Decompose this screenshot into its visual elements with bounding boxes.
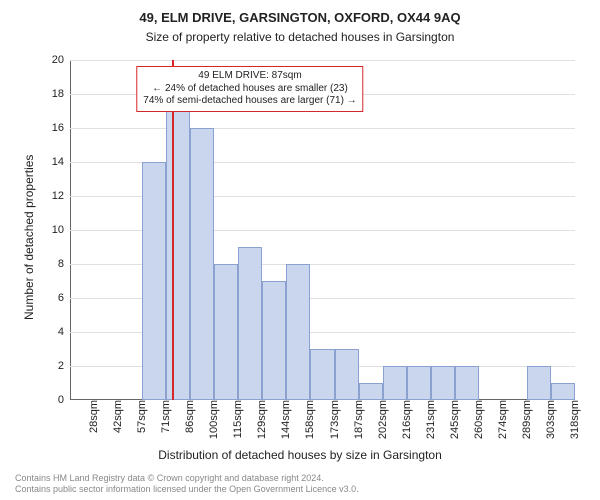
x-tick-label: 245sqm bbox=[443, 400, 461, 439]
x-tick-label: 42sqm bbox=[106, 400, 124, 433]
x-tick-label: 202sqm bbox=[371, 400, 389, 439]
x-tick-label: 187sqm bbox=[347, 400, 365, 439]
x-tick-label: 274sqm bbox=[491, 400, 509, 439]
reference-annotation: 49 ELM DRIVE: 87sqm ← 24% of detached ho… bbox=[136, 66, 363, 112]
histogram-bar bbox=[214, 264, 238, 400]
histogram-bar bbox=[407, 366, 431, 400]
y-tick-label: 2 bbox=[58, 360, 70, 372]
x-tick-label: 115sqm bbox=[226, 400, 244, 438]
histogram-bar bbox=[431, 366, 455, 400]
x-tick-label: 158sqm bbox=[298, 400, 316, 439]
y-tick-label: 0 bbox=[58, 394, 70, 406]
histogram-bar bbox=[359, 383, 383, 400]
y-tick-label: 4 bbox=[58, 326, 70, 338]
x-tick-label: 318sqm bbox=[563, 400, 581, 439]
annotation-line-3: 74% of semi-detached houses are larger (… bbox=[143, 95, 356, 108]
annotation-line-2: ← 24% of detached houses are smaller (23… bbox=[143, 83, 356, 96]
x-tick-label: 100sqm bbox=[202, 400, 220, 439]
histogram-bar bbox=[166, 94, 190, 400]
y-axis-label: Number of detached properties bbox=[22, 155, 36, 320]
y-tick-label: 20 bbox=[52, 54, 70, 66]
x-tick-label: 71sqm bbox=[154, 400, 172, 433]
x-tick-label: 260sqm bbox=[467, 400, 485, 439]
histogram-bar bbox=[238, 247, 262, 400]
y-tick-label: 10 bbox=[52, 224, 70, 236]
y-tick-label: 6 bbox=[58, 292, 70, 304]
chart-subtitle: Size of property relative to detached ho… bbox=[0, 30, 600, 44]
x-tick-label: 303sqm bbox=[539, 400, 557, 439]
histogram-bar bbox=[551, 383, 575, 400]
histogram-bar bbox=[335, 349, 359, 400]
y-tick-label: 14 bbox=[52, 156, 70, 168]
x-tick-label: 173sqm bbox=[323, 400, 341, 439]
x-tick-label: 231sqm bbox=[419, 400, 437, 439]
chart-plot-area: 24681012141618200 28sqm42sqm57sqm71sqm86… bbox=[70, 60, 575, 400]
x-tick-label: 144sqm bbox=[274, 400, 292, 439]
histogram-bar bbox=[527, 366, 551, 400]
x-tick-label: 86sqm bbox=[178, 400, 196, 433]
x-tick-label: 28sqm bbox=[82, 400, 100, 433]
y-tick-label: 8 bbox=[58, 258, 70, 270]
page-title: 49, ELM DRIVE, GARSINGTON, OXFORD, OX44 … bbox=[0, 10, 600, 25]
x-tick-label: 216sqm bbox=[395, 400, 413, 439]
histogram-bar bbox=[262, 281, 286, 400]
histogram-bar bbox=[142, 162, 166, 400]
footer-line-2: Contains public sector information licen… bbox=[15, 484, 359, 495]
histogram-bar bbox=[310, 349, 334, 400]
y-tick-label: 12 bbox=[52, 190, 70, 202]
y-tick-label: 18 bbox=[52, 88, 70, 100]
histogram-bar bbox=[455, 366, 479, 400]
histogram-bar bbox=[190, 128, 214, 400]
y-tick-label: 16 bbox=[52, 122, 70, 134]
histogram-bar bbox=[383, 366, 407, 400]
annotation-line-1: 49 ELM DRIVE: 87sqm bbox=[143, 70, 356, 83]
x-tick-label: 129sqm bbox=[250, 400, 268, 439]
footer-line-1: Contains HM Land Registry data © Crown c… bbox=[15, 473, 359, 484]
footer-attribution: Contains HM Land Registry data © Crown c… bbox=[15, 473, 359, 496]
x-tick-label: 289sqm bbox=[515, 400, 533, 439]
x-axis-title: Distribution of detached houses by size … bbox=[0, 448, 600, 462]
x-tick-label: 57sqm bbox=[130, 400, 148, 433]
histogram-bar bbox=[286, 264, 310, 400]
